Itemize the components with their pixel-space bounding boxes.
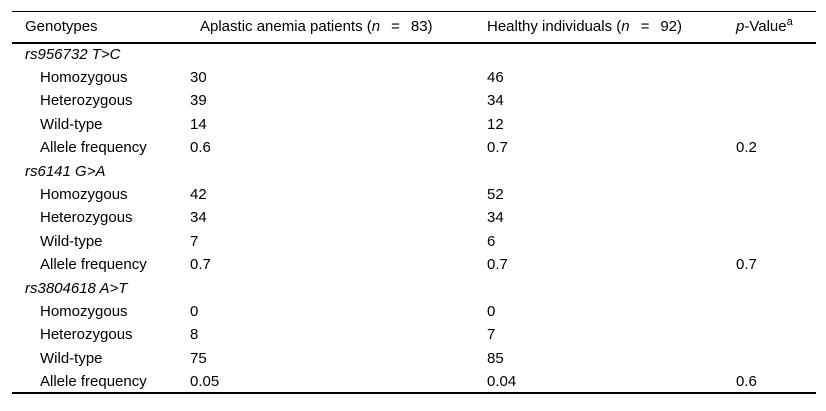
row-label: Homozygous [40, 186, 128, 204]
p-value [733, 183, 816, 206]
col-header-p-value: p-Valuea [733, 12, 816, 43]
healthy-value: 12 [487, 115, 504, 133]
aplastic-header-text: Aplastic anemia patients ( [200, 18, 372, 36]
healthy-value: 0 [487, 302, 496, 320]
table-row: Wild-type 75 85 [12, 347, 816, 370]
row-label: Allele frequency [40, 256, 147, 274]
aplastic-value: 0.6 [190, 139, 211, 157]
col-header-healthy-individuals: Healthy individuals (n = 92) [487, 12, 733, 43]
healthy-header-text: Healthy individuals ( [487, 18, 622, 36]
empty-cell [190, 43, 487, 66]
healthy-header-equals: = [640, 18, 650, 36]
healthy-value: 34 [487, 92, 504, 110]
healthy-value: 0.7 [487, 139, 508, 157]
row-label: Wild-type [40, 232, 103, 250]
table-header-row: Genotypes Aplastic anemia patients (n = 83… [12, 12, 816, 43]
empty-cell [487, 43, 733, 66]
table-row: Allele frequency 0.6 0.7 0.2 [12, 136, 816, 159]
genotypes-header-label: Genotypes [25, 18, 98, 36]
p-value: 0.2 [736, 139, 757, 157]
aplastic-value: 30 [190, 69, 207, 87]
aplastic-value: 14 [190, 115, 207, 133]
empty-cell [190, 276, 487, 299]
p-value [733, 323, 816, 346]
genotype-group-name: rs6141 G>A [25, 162, 106, 180]
empty-cell [487, 159, 733, 182]
aplastic-value: 42 [190, 186, 207, 204]
table-row: Homozygous 42 52 [12, 183, 816, 206]
col-header-genotypes: Genotypes [12, 12, 190, 43]
aplastic-header-n: n [371, 18, 381, 36]
table-row: Allele frequency 0.7 0.7 0.7 [12, 253, 816, 276]
table-row: Allele frequency 0.05 0.04 0.6 [12, 370, 816, 393]
healthy-value: 85 [487, 349, 504, 367]
healthy-value: 6 [487, 232, 496, 250]
row-label: Allele frequency [40, 139, 147, 157]
healthy-value: 0.04 [487, 372, 517, 390]
group-header-row: rs3804618 A>T [12, 276, 816, 299]
genotype-group-name: rs956732 T>C [25, 46, 121, 64]
row-label: Wild-type [40, 115, 103, 133]
col-header-aplastic-anemia-patients: Aplastic anemia patients (n = 83) [190, 12, 487, 43]
table-row: Homozygous 0 0 [12, 300, 816, 323]
healthy-header-n: n [621, 18, 630, 36]
table-row: Wild-type 14 12 [12, 113, 816, 136]
p-value-header-p: p [736, 18, 745, 36]
row-label: Allele frequency [40, 372, 147, 390]
row-label: Wild-type [40, 349, 103, 367]
aplastic-value: 34 [190, 209, 207, 227]
aplastic-header-equals: = [391, 18, 400, 36]
aplastic-value: 39 [190, 92, 207, 110]
aplastic-value: 75 [190, 349, 207, 367]
group-header-row: rs956732 T>C [12, 43, 816, 66]
table-row: Wild-type 7 6 [12, 230, 816, 253]
p-value [733, 89, 816, 112]
table-row: Heterozygous 34 34 [12, 206, 816, 229]
healthy-value: 46 [487, 69, 504, 87]
empty-cell [733, 159, 816, 182]
aplastic-value: 0.05 [190, 372, 220, 390]
empty-cell [733, 43, 816, 66]
empty-cell [487, 276, 733, 299]
p-value-footnote-marker: a [786, 16, 793, 29]
genotype-group-name: rs3804618 A>T [25, 279, 128, 297]
row-label: Heterozygous [40, 326, 133, 344]
p-value [733, 113, 816, 136]
aplastic-value: 0 [190, 302, 199, 320]
empty-cell [733, 276, 816, 299]
table-row: Heterozygous 8 7 [12, 323, 816, 346]
p-value [733, 300, 816, 323]
aplastic-value: 7 [190, 232, 199, 250]
group-header-row: rs6141 G>A [12, 159, 816, 182]
table-row: Homozygous 30 46 [12, 66, 816, 89]
aplastic-header-count: 83) [410, 18, 433, 36]
p-value [733, 347, 816, 370]
row-label: Homozygous [40, 69, 128, 87]
aplastic-value: 8 [190, 326, 199, 344]
genotype-frequency-table: Genotypes Aplastic anemia patients (n = 83… [12, 11, 816, 395]
aplastic-value: 0.7 [190, 256, 211, 274]
table-row: Heterozygous 39 34 [12, 89, 816, 112]
empty-cell [190, 159, 487, 182]
healthy-value: 0.7 [487, 256, 508, 274]
row-label: Heterozygous [40, 92, 133, 110]
p-value [733, 230, 816, 253]
row-label: Heterozygous [40, 209, 133, 227]
p-value [733, 206, 816, 229]
p-value: 0.7 [736, 256, 757, 274]
healthy-value: 7 [487, 326, 496, 344]
healthy-value: 34 [487, 209, 504, 227]
healthy-value: 52 [487, 186, 504, 204]
p-value [733, 66, 816, 89]
row-label: Homozygous [40, 302, 128, 320]
p-value: 0.6 [736, 372, 757, 390]
healthy-header-count: 92) [660, 18, 683, 36]
p-value-header-text: -Value [744, 18, 787, 36]
